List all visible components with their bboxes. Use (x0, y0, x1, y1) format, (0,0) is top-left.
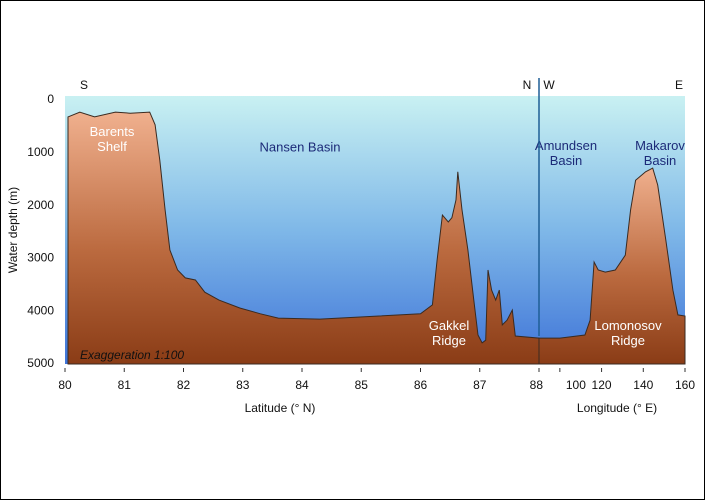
y-tick-label: 0 (47, 92, 54, 106)
annotation: Nansen Basin (260, 139, 341, 154)
annotation: Shelf (97, 139, 127, 154)
seafloor-area (67, 111, 540, 365)
y-tick-label: 3000 (27, 251, 54, 265)
annotation: Gakkel (429, 318, 470, 333)
x-axis-label: Latitude (° N) (245, 401, 316, 415)
x-tick-label: 83 (236, 378, 250, 392)
x-tick-label: 120 (592, 378, 612, 392)
x-axis-label: Longitude (° E) (577, 401, 657, 415)
x-tick-label: 81 (118, 378, 132, 392)
y-axis-label: Water depth (m) (6, 187, 20, 273)
x-tick-label: 84 (295, 378, 309, 392)
note: Exaggeration 1:100 (80, 348, 184, 362)
x-tick-label: 100 (566, 378, 586, 392)
y-tick-label: 1000 (27, 145, 54, 159)
compass-label: W (543, 78, 555, 92)
y-tick-label: 4000 (27, 303, 54, 317)
x-tick-label: 80 (58, 378, 72, 392)
x-tick-label: 160 (675, 378, 695, 392)
x-tick-label: 87 (473, 378, 487, 392)
x-tick-label: 88 (530, 378, 544, 392)
seafloor-area (538, 167, 686, 365)
compass-label: S (80, 78, 88, 92)
annotation: Amundsen (535, 138, 597, 153)
x-tick-label: 140 (633, 378, 653, 392)
annotation: Lomonosov (594, 318, 662, 333)
annotation: Ridge (432, 333, 466, 348)
annotation: Barents (90, 124, 135, 139)
compass-label: E (675, 78, 683, 92)
x-tick-label: 82 (177, 378, 191, 392)
x-tick-label: 85 (355, 378, 369, 392)
y-tick-label: 2000 (27, 198, 54, 212)
compass-label: N (523, 78, 532, 92)
annotation: Makarov (635, 138, 685, 153)
annotation: Basin (550, 153, 583, 168)
x-tick-label: 86 (414, 378, 428, 392)
annotation: Basin (644, 153, 677, 168)
y-tick-label: 5000 (27, 356, 54, 370)
annotation: Ridge (611, 333, 645, 348)
